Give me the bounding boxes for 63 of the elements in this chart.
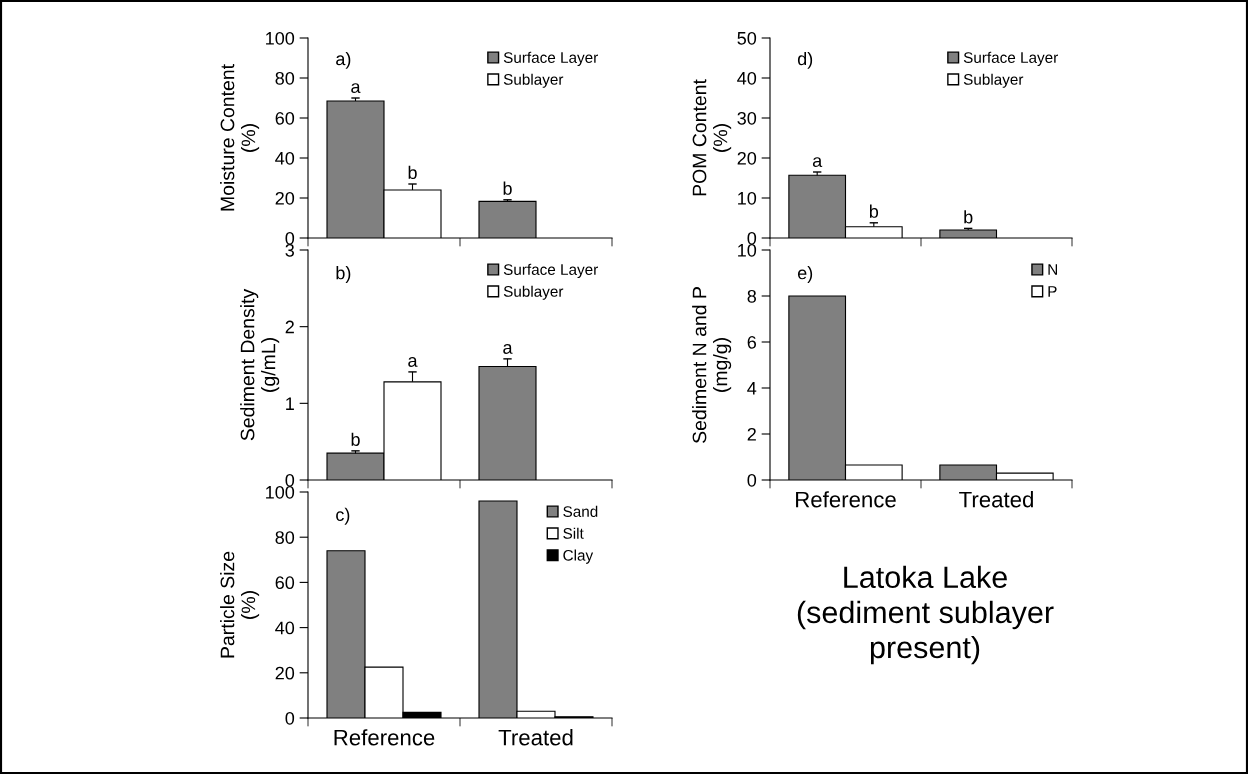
legend-label: Surface Layer [503,263,598,278]
x-tick-label: Reference [334,729,435,746]
y-tick-label: 0 [285,711,295,725]
y-tick-label: 80 [275,71,295,85]
data-label: b [351,432,360,446]
y-tick-label: 60 [275,576,295,590]
annotation: c) [336,507,350,525]
x-tick-label: Treated [498,729,573,746]
y-axis-title: Particle Size (%) [220,551,260,658]
y-tick-label: 6 [747,335,757,349]
y-axis-title: POM Content (%) [692,79,732,196]
text: Latoka Lake (sediment sublayer present) [797,565,1054,665]
x-tick-label: Reference [796,491,896,508]
y-tick-label: 50 [737,31,757,45]
y-tick-label: 4 [747,382,757,395]
y-tick-label: 8 [747,289,757,303]
annotation: d) [797,52,813,69]
y-tick-label: 0 [285,473,295,487]
data-label: b [408,165,417,180]
y-tick-label: 80 [275,531,295,544]
legend-label: Sublayer [503,73,564,88]
x-tick-label: Treated [959,491,1033,508]
data-label: a [408,357,418,367]
legend-label: N [1048,264,1057,275]
y-tick-label: 10 [738,243,757,257]
legend-label: Surface Layer [503,51,598,66]
y-tick-label: 100 [266,485,295,499]
y-tick-label: 3 [285,243,295,257]
legend-label: Sand [563,505,598,517]
annotation: b) [336,266,351,283]
y-tick-label: 1 [286,397,294,410]
y-tick-label: 100 [266,31,295,45]
y-tick-label: 0 [747,473,757,487]
y-tick-label: 40 [275,151,295,165]
data-label: a [351,83,361,94]
data-label: b [964,210,973,224]
y-tick-label: 20 [275,666,295,680]
annotation: e) [797,266,813,283]
y-axis-title: Sediment N and P (mg/g) [692,287,732,444]
y-axis-title: Sediment Density (g/mL) [240,288,280,441]
y-tick-label: 0 [747,231,757,245]
y-tick-label: 2 [747,427,756,441]
y-tick-label: 60 [275,111,295,125]
y-tick-label: 2 [285,320,294,334]
data-label: b [503,181,512,195]
legend-label: Silt [563,527,584,539]
annotation: a) [336,52,351,69]
y-tick-label: 10 [738,191,757,205]
legend-label: P [1048,286,1057,297]
data-label: a [812,157,823,168]
y-tick-label: 0 [285,231,295,245]
data-label: a [503,344,513,354]
legend-label: Sublayer [503,285,564,300]
data-label: b [869,204,879,218]
legend-label: Sublayer [963,73,1024,88]
y-axis-title: Moisture Content (%) [220,64,260,211]
y-tick-label: 30 [737,111,757,125]
y-tick-label: 40 [275,621,295,635]
y-tick-label: 40 [737,71,757,85]
y-tick-label: 20 [275,191,295,205]
legend-label: Surface Layer [963,51,1058,66]
y-tick-label: 20 [737,151,757,165]
legend-label: Clay [563,549,594,564]
